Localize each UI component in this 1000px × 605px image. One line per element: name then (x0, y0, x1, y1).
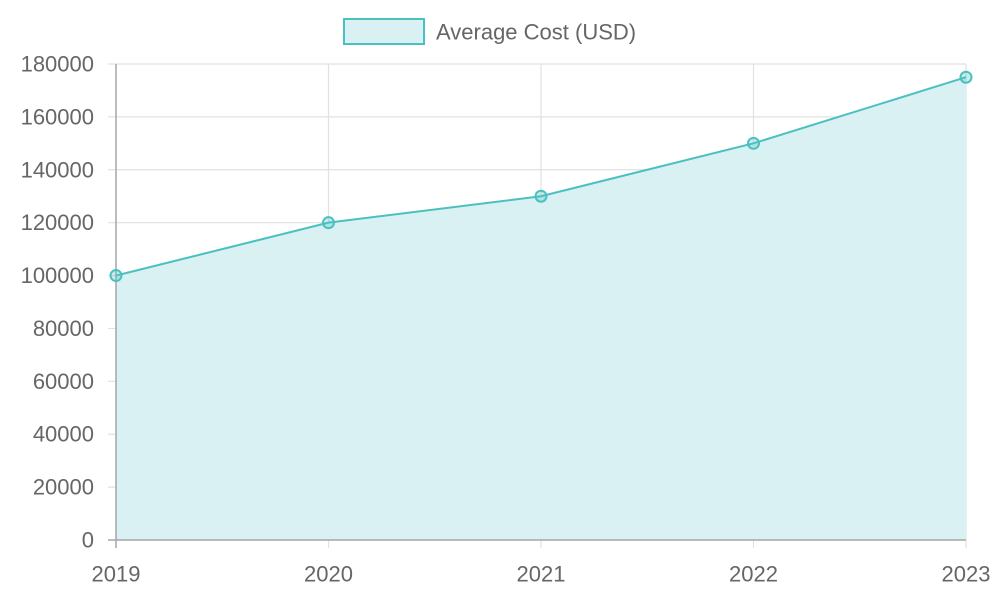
y-tick-label: 180000 (21, 52, 94, 77)
data-point-2022[interactable] (747, 136, 760, 150)
y-tick-label: 40000 (33, 422, 94, 447)
y-tick-label: 20000 (33, 475, 94, 500)
y-tick-label: 100000 (21, 263, 94, 288)
axes (108, 64, 966, 548)
y-tick-label: 140000 (21, 157, 94, 182)
tick-labels: 0 20000 40000 60000 80000 100000 120000 140000 1… (21, 52, 991, 587)
data-point-2023[interactable] (959, 70, 973, 84)
x-tick-label: 2023 (942, 562, 991, 587)
x-tick-label: 2022 (729, 562, 778, 587)
series-area-fill (116, 77, 966, 540)
data-point-2021[interactable] (534, 189, 548, 203)
x-tick-label: 2020 (304, 562, 353, 587)
series-area-layer (115, 76, 967, 540)
legend[interactable]: Average Cost (USD) (343, 18, 636, 45)
y-tick-label: 80000 (33, 316, 94, 341)
data-point-2020[interactable] (322, 216, 335, 230)
legend-swatch[interactable] (343, 18, 425, 45)
data-point-2019[interactable] (109, 269, 123, 283)
series-points-layer (109, 70, 973, 283)
x-tick-label: 2019 (92, 562, 141, 587)
x-tick-label: 2021 (517, 562, 566, 587)
y-tick-label: 60000 (33, 369, 94, 394)
y-tick-label: 120000 (21, 210, 94, 235)
y-tick-label: 160000 (21, 104, 94, 129)
legend-label[interactable]: Average Cost (USD) (436, 20, 636, 45)
y-tick-label: 0 (82, 528, 94, 553)
series-line (115, 76, 967, 277)
